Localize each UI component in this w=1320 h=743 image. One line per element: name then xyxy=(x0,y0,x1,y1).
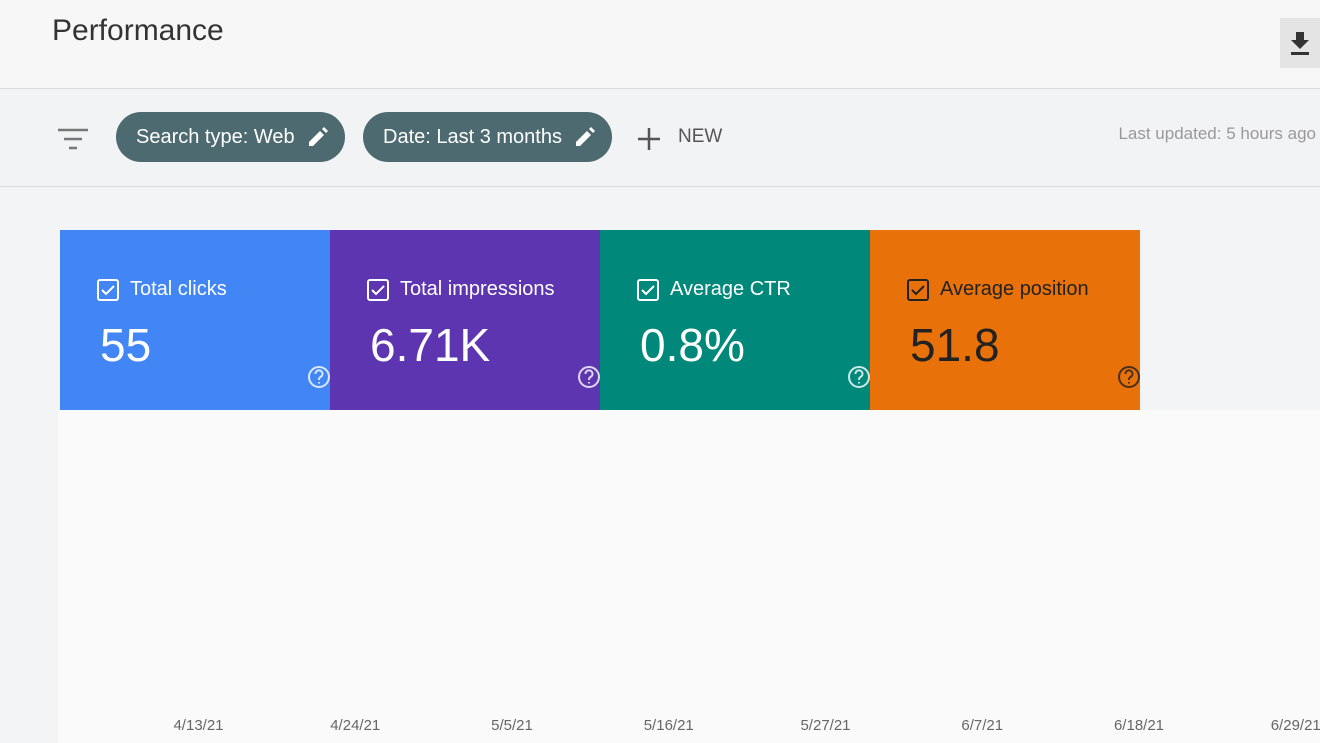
help-mark xyxy=(854,369,864,384)
x-tick-label: 4/13/21 xyxy=(173,717,223,734)
checkbox-icon xyxy=(637,279,659,301)
chart: 4/13/21 4/24/21 5/5/21 5/16/21 5/27/21 6/7/21… xyxy=(58,410,1320,743)
x-tick-label: 6/29/21 xyxy=(1271,717,1320,734)
metric-value: 0.8% xyxy=(640,319,745,371)
metric-name: Total impressions xyxy=(400,278,555,300)
help-icon xyxy=(308,366,330,388)
help-icon xyxy=(578,366,600,388)
metric-name: Total clicks xyxy=(130,278,227,300)
checkbox-box xyxy=(637,279,659,301)
checkbox-icon xyxy=(367,279,389,301)
checkbox-tick xyxy=(911,285,925,296)
add-icon[interactable] xyxy=(636,126,662,152)
help-circle xyxy=(848,366,870,388)
last-updated: Last updated: 5 hours ago xyxy=(1118,124,1316,143)
metric-card[interactable]: Total impressions 6.71K xyxy=(330,230,600,410)
metric-value: 55 xyxy=(100,319,152,371)
checkbox-tick xyxy=(371,285,385,296)
metric-name: Average CTR xyxy=(670,278,791,300)
help-icon xyxy=(848,366,870,388)
chart-background xyxy=(58,410,1320,743)
metric-value: 51.8 xyxy=(910,319,1000,371)
metric-card[interactable]: Total clicks 55 xyxy=(60,230,330,410)
metric-card[interactable]: Average CTR 0.8% xyxy=(600,230,870,410)
metric-name: Average position xyxy=(940,278,1089,300)
edit-icon xyxy=(308,127,328,146)
checkbox-tick xyxy=(101,285,115,296)
x-tick-label: 5/5/21 xyxy=(491,717,533,734)
header: Performance xyxy=(0,0,1320,89)
checkbox-box xyxy=(367,279,389,301)
page-title: Performance xyxy=(52,14,224,47)
checkbox-box xyxy=(907,279,929,301)
filter-icon[interactable] xyxy=(56,126,90,152)
new-filter[interactable]: NEW xyxy=(678,126,723,147)
metric-value: 6.71K xyxy=(370,319,491,371)
x-tick-label: 5/27/21 xyxy=(800,717,850,734)
help-mark xyxy=(314,369,324,384)
x-tick-label: 6/7/21 xyxy=(961,717,1003,734)
filter-chip[interactable]: Date: Last 3 months xyxy=(363,112,612,162)
x-tick-label: 6/18/21 xyxy=(1114,717,1164,734)
x-tick-label: 4/24/21 xyxy=(330,717,380,734)
download-icon xyxy=(1291,32,1309,55)
checkbox-tick xyxy=(641,285,655,296)
filter-bar: Search type: Web Date: Last 3 months NEW… xyxy=(0,96,1320,187)
x-tick-label: 5/16/21 xyxy=(644,717,694,734)
help-mark xyxy=(1124,369,1134,384)
download-button[interactable] xyxy=(1280,18,1320,68)
help-circle xyxy=(308,366,330,388)
help-circle xyxy=(1118,366,1140,388)
checkbox-icon xyxy=(907,279,929,301)
metric-card[interactable]: Average position 51.8 xyxy=(870,230,1140,410)
help-circle xyxy=(578,366,600,388)
edit-icon xyxy=(575,127,595,146)
checkbox-icon xyxy=(97,279,119,301)
chip-label: Search type: Web xyxy=(136,126,295,148)
help-mark xyxy=(584,369,594,384)
checkbox-box xyxy=(97,279,119,301)
chip-label: Date: Last 3 months xyxy=(383,126,562,148)
help-icon xyxy=(1118,366,1140,388)
filter-chip[interactable]: Search type: Web xyxy=(116,112,345,162)
